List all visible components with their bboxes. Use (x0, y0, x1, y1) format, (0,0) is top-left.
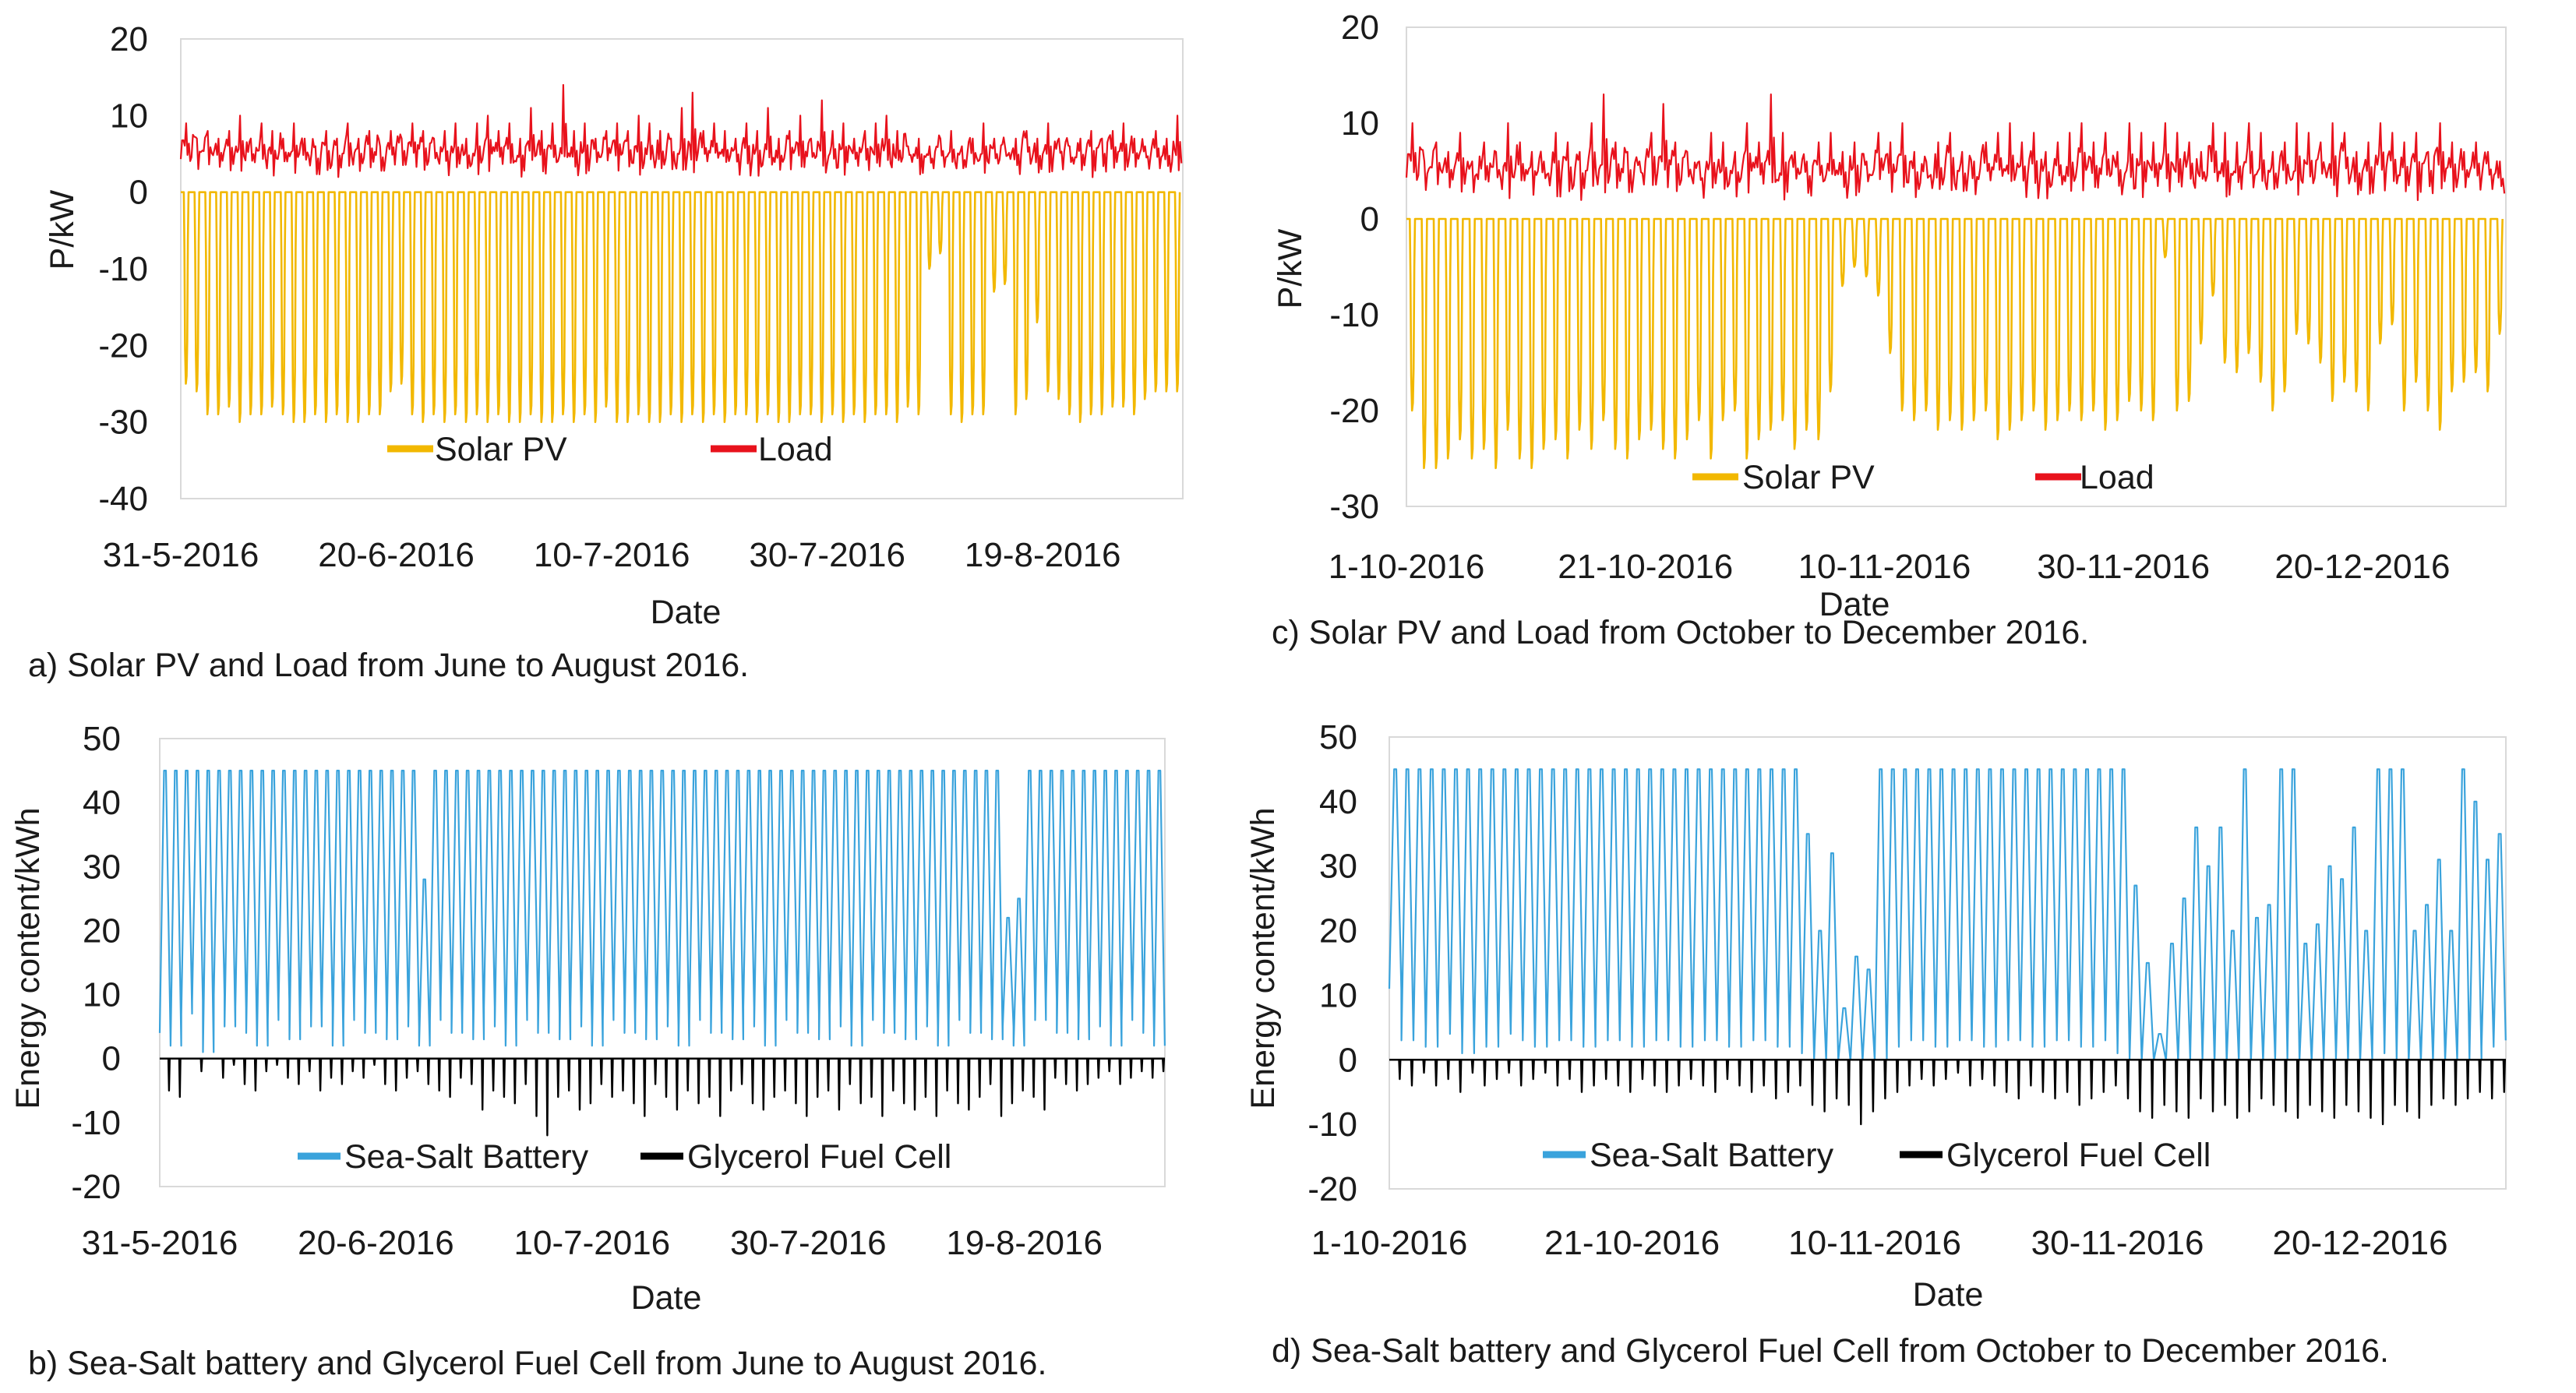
x-tick-label-b: 20-6-2016 (298, 1224, 454, 1262)
x-axis-label-d: Date (1913, 1276, 1984, 1314)
y-ticks-a: 20 10 0 -10 -20 -30 -40 (98, 20, 148, 518)
series-solar-pv-c (1406, 217, 2504, 470)
y-tick-label-b: 30 (83, 848, 121, 886)
legend-label-solar-pv-c: Solar PV (1742, 459, 1875, 496)
x-axis-label-b: Date (631, 1279, 702, 1317)
x-ticks-d: 1-10-2016 21-10-2016 10-11-2016 30-11-2016 2… (1311, 1224, 2448, 1262)
y-axis-label-c: P/kW (1272, 228, 1309, 309)
y-tick-label-a: -20 (98, 326, 148, 365)
series-sea-salt-battery-b (158, 770, 1166, 1053)
legend-label-load-c: Load (2080, 459, 2154, 496)
legend-label-load-a: Load (758, 431, 833, 468)
y-ticks-b: 50 40 30 20 10 0 -10 -20 (71, 720, 121, 1206)
y-tick-label-a: -10 (98, 250, 148, 288)
y-tick-label-b: 40 (83, 784, 121, 822)
y-tick-label-d: 0 (1339, 1041, 1357, 1079)
x-tick-label-a: 10-7-2016 (534, 536, 690, 574)
y-tick-label-d: 10 (1319, 976, 1357, 1014)
y-axis-label-a: P/kW (44, 189, 81, 270)
y-ticks-d: 50 40 30 20 10 0 -10 -20 (1307, 718, 1357, 1208)
x-tick-label-c: 10-11-2016 (1798, 548, 1971, 586)
x-tick-label-d: 30-11-2016 (2031, 1224, 2204, 1262)
y-tick-label-a: 20 (110, 20, 148, 58)
y-axis-label-d: Energy content/kWh (1244, 807, 1282, 1109)
plot-area-b (159, 738, 1166, 1187)
x-tick-label-b: 10-7-2016 (514, 1224, 671, 1262)
series-load-a (179, 83, 1183, 178)
y-tick-label-c: -10 (1329, 296, 1379, 334)
series-load-c (1405, 93, 2506, 202)
legend-c: Solar PV Load (1692, 459, 2154, 496)
y-axis-label-b: Energy content/kWh (9, 807, 47, 1109)
x-tick-label-b: 31-5-2016 (82, 1224, 238, 1262)
x-tick-label-d: 20-12-2016 (2273, 1224, 2448, 1262)
y-tick-label-c: 10 (1341, 104, 1379, 143)
x-tick-label-c: 30-11-2016 (2037, 548, 2210, 586)
caption-b: b) Sea-Salt battery and Glycerol Fuel Ce… (28, 1345, 1046, 1382)
x-tick-label-c: 20-12-2016 (2274, 548, 2450, 586)
x-ticks-a: 31-5-2016 20-6-2016 10-7-2016 30-7-2016 19-8… (103, 536, 1121, 574)
caption-a: a) Solar PV and Load from June to August… (28, 647, 749, 684)
legend-d: Sea-Salt Battery Glycerol Fuel Cell (1543, 1137, 2211, 1174)
y-tick-label-c: 0 (1360, 200, 1379, 238)
y-tick-label-b: 50 (83, 720, 121, 758)
y-tick-label-d: -20 (1307, 1170, 1357, 1208)
x-tick-label-d: 1-10-2016 (1311, 1224, 1468, 1262)
x-tick-label-c: 21-10-2016 (1558, 548, 1733, 586)
y-tick-label-a: -30 (98, 404, 148, 442)
x-tick-label-a: 31-5-2016 (103, 536, 259, 574)
y-ticks-c: 20 10 0 -10 -20 -30 (1329, 9, 1379, 526)
y-tick-label-d: 40 (1319, 783, 1357, 821)
y-tick-label-b: -10 (71, 1104, 121, 1142)
y-tick-label-c: -30 (1329, 488, 1379, 526)
series-layer-c (1405, 93, 2506, 470)
y-tick-label-b: 10 (83, 976, 121, 1014)
y-tick-label-a: 0 (129, 174, 148, 212)
x-ticks-c: 1-10-2016 21-10-2016 10-11-2016 30-11-2016 2… (1329, 548, 2451, 586)
x-ticks-b: 31-5-2016 20-6-2016 10-7-2016 30-7-2016 19-8… (82, 1224, 1103, 1262)
series-sea-salt-battery-d (1388, 768, 2507, 1061)
x-tick-label-d: 10-11-2016 (1788, 1224, 1961, 1262)
series-layer-b (158, 770, 1166, 1137)
panel-a: 20 10 0 -10 -20 -30 -40 31-5-2016 20-6-2016 10-7… (28, 20, 1184, 684)
series-layer-a (179, 83, 1183, 423)
y-tick-label-d: -10 (1307, 1106, 1357, 1144)
legend-label-battery-b: Sea-Salt Battery (344, 1138, 589, 1176)
legend-label-fuel-cell-d: Glycerol Fuel Cell (1946, 1137, 2211, 1174)
y-tick-label-b: 20 (83, 912, 121, 950)
x-tick-label-b: 19-8-2016 (946, 1224, 1103, 1262)
y-tick-label-d: 20 (1319, 912, 1357, 950)
caption-d: d) Sea-Salt battery and Glycerol Fuel Ce… (1272, 1332, 2389, 1370)
panel-d: 50 40 30 20 10 0 -10 -20 1-10-2016 21-10-2016 10-… (1244, 718, 2507, 1370)
y-tick-label-a: -40 (98, 480, 148, 518)
x-tick-label-b: 30-7-2016 (730, 1224, 887, 1262)
legend-b: Sea-Salt Battery Glycerol Fuel Cell (298, 1138, 951, 1176)
y-tick-label-b: 0 (102, 1040, 121, 1078)
y-tick-label-a: 10 (110, 97, 148, 135)
legend-label-solar-pv-a: Solar PV (435, 431, 567, 468)
x-tick-label-c: 1-10-2016 (1329, 548, 1485, 586)
plot-area-c (1406, 26, 2507, 507)
x-tick-label-a: 20-6-2016 (318, 536, 475, 574)
y-tick-label-c: 20 (1341, 9, 1379, 47)
series-solar-pv-a (181, 191, 1181, 423)
legend-a: Solar PV Load (387, 431, 833, 468)
x-axis-label-c: Date (1819, 586, 1890, 623)
series-layer-d (1388, 768, 2507, 1126)
y-tick-label-b: -20 (71, 1168, 121, 1206)
panel-b: 50 40 30 20 10 0 -10 -20 31-5-2016 20-6-2016 10-7… (9, 720, 1166, 1382)
y-tick-label-d: 50 (1319, 718, 1357, 756)
legend-label-battery-d: Sea-Salt Battery (1590, 1137, 1834, 1174)
legend-label-fuel-cell-b: Glycerol Fuel Cell (687, 1138, 951, 1176)
x-tick-label-d: 21-10-2016 (1544, 1224, 1720, 1262)
panel-c: 20 10 0 -10 -20 -30 1-10-2016 21-10-2016 10-11-… (1272, 9, 2507, 651)
y-tick-label-c: -20 (1329, 392, 1379, 430)
x-tick-label-a: 30-7-2016 (749, 536, 905, 574)
x-tick-label-a: 19-8-2016 (965, 536, 1121, 574)
series-glycerol-fuel-cell-b (160, 1057, 1166, 1137)
y-tick-label-d: 30 (1319, 848, 1357, 886)
caption-c: c) Solar PV and Load from October to Dec… (1272, 614, 2089, 651)
x-axis-label-a: Date (651, 594, 722, 631)
